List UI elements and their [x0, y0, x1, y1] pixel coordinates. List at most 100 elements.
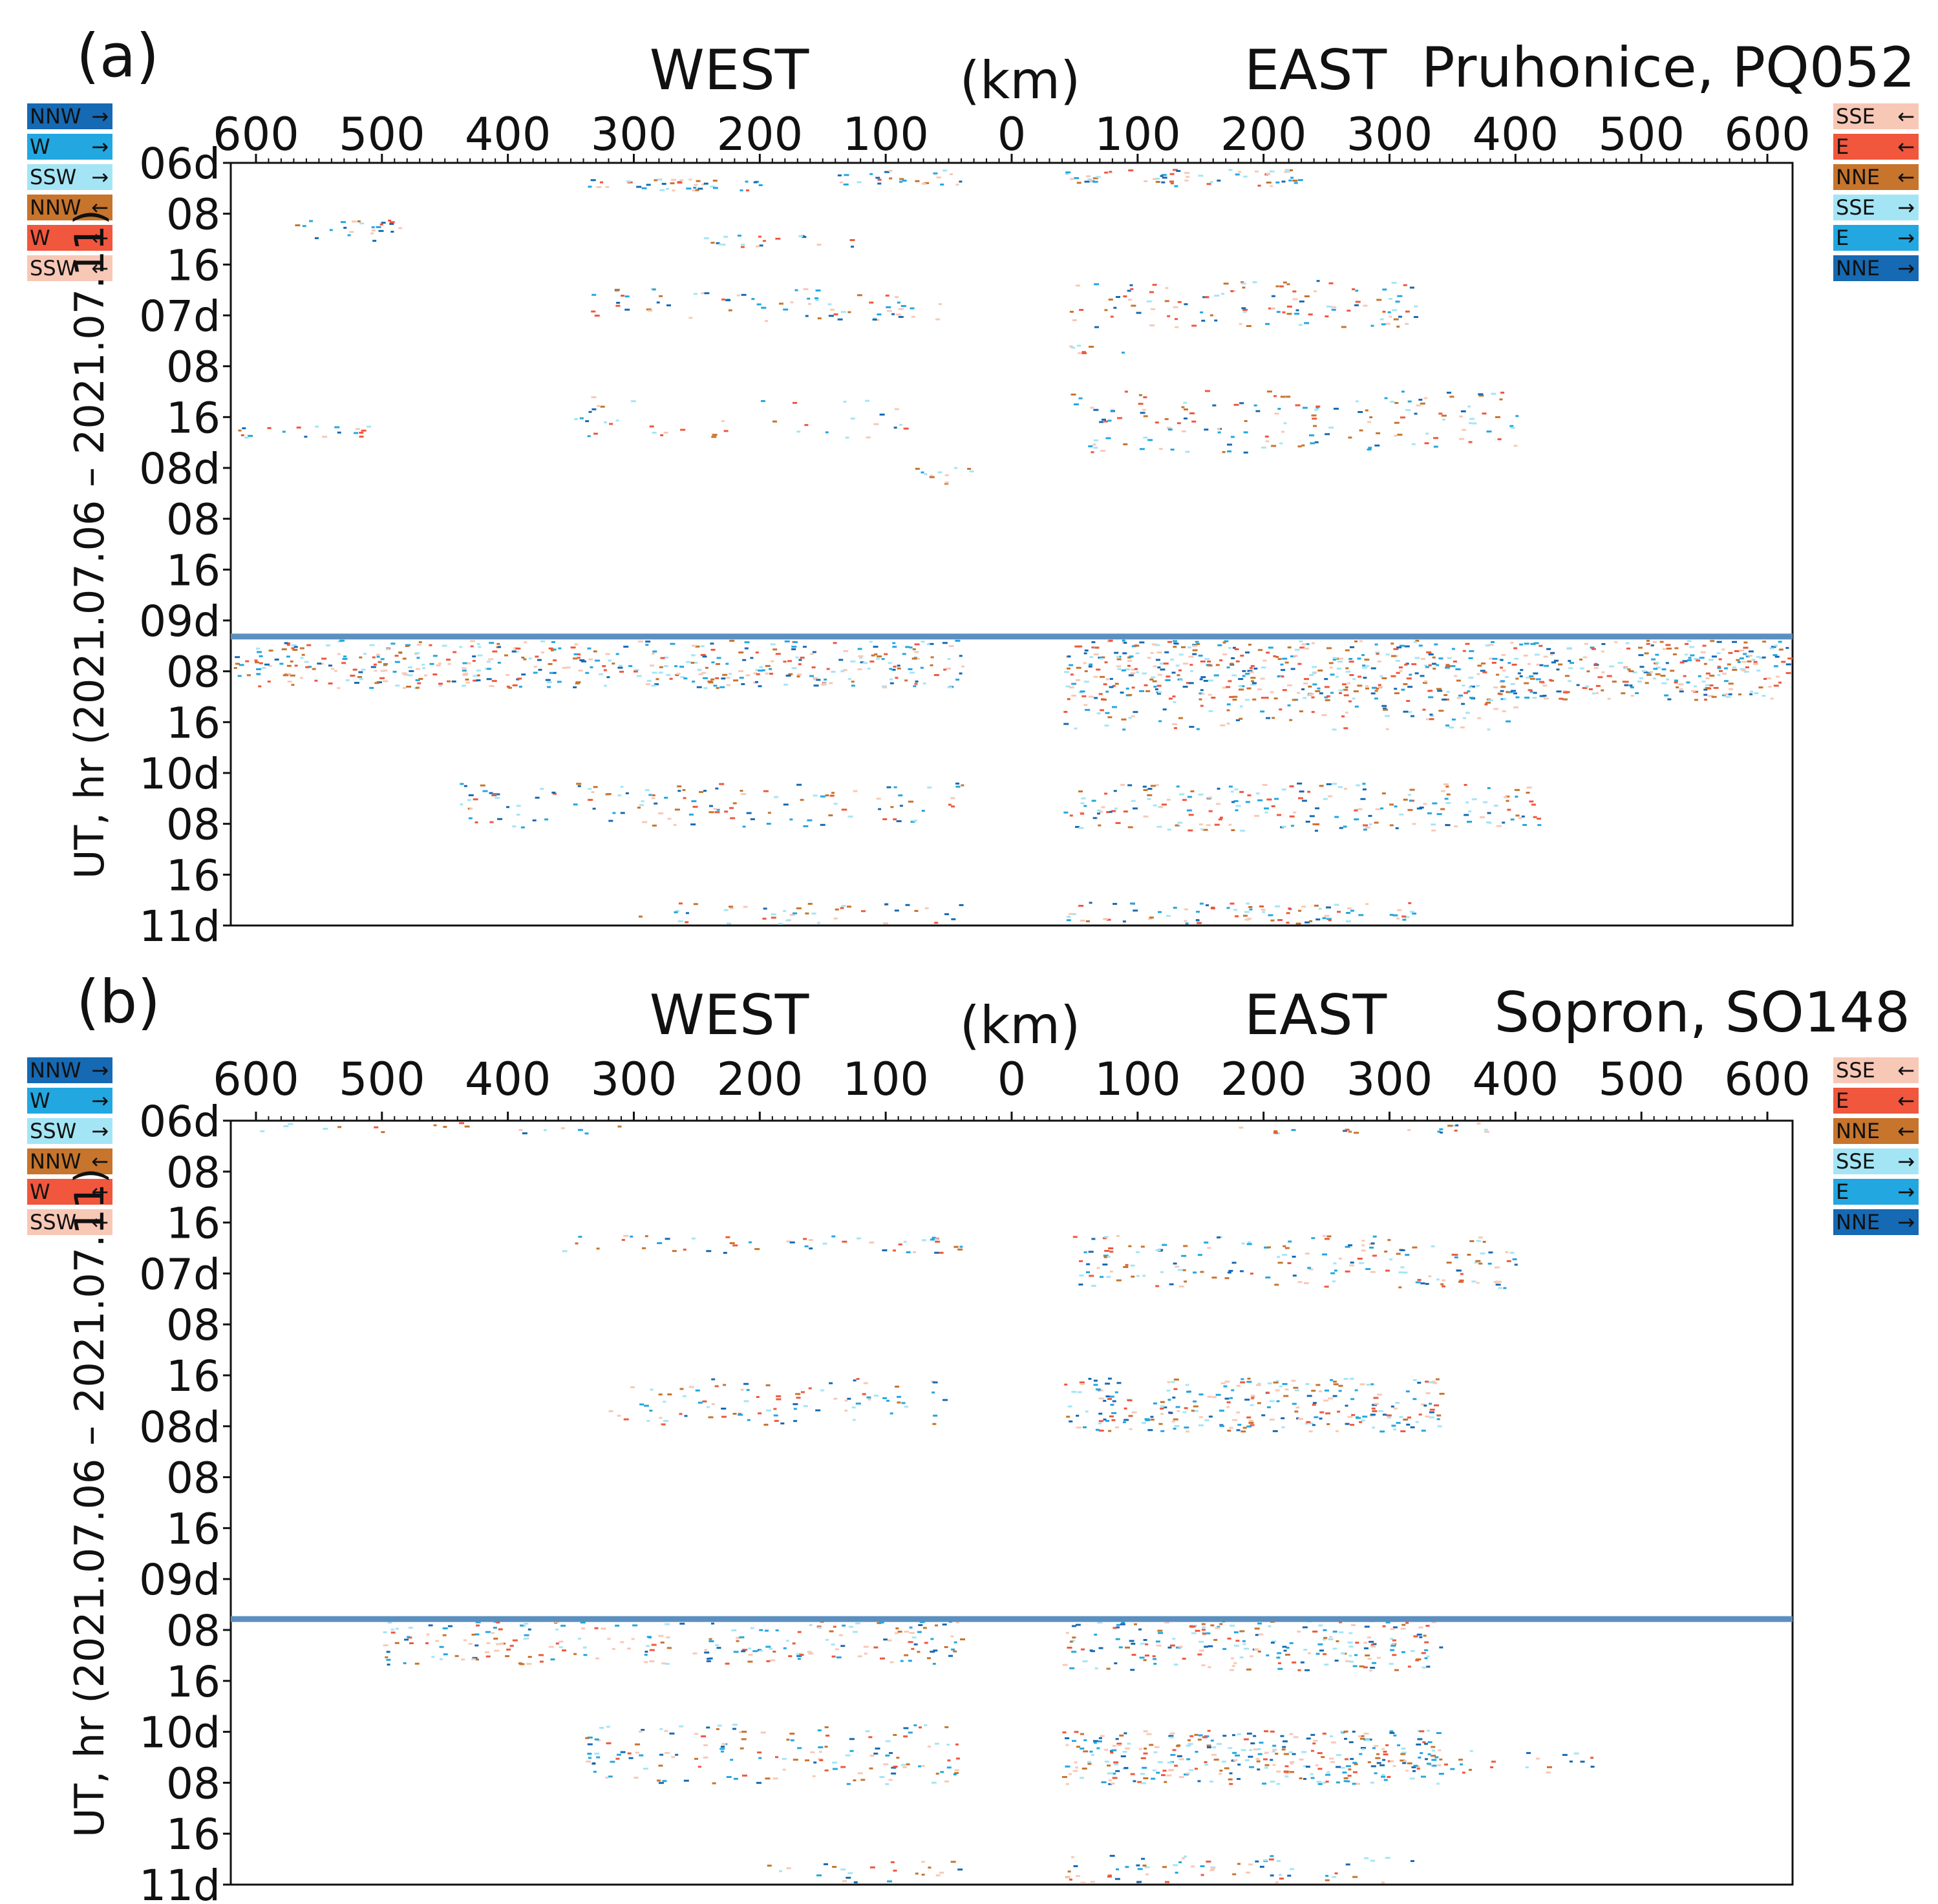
legend-swatch — [1833, 134, 1919, 160]
echo-point — [909, 1626, 913, 1629]
echo-point — [1408, 902, 1412, 904]
legend-label: W — [30, 1088, 50, 1113]
echo-point — [1181, 406, 1185, 408]
echo-point — [394, 655, 399, 657]
echo-point — [1425, 1392, 1431, 1395]
echo-point — [692, 189, 697, 192]
echo-point — [703, 182, 708, 185]
echo-point — [1284, 1775, 1289, 1778]
echo-point — [1314, 1416, 1319, 1419]
echo-point — [1299, 640, 1303, 642]
echo-point — [1091, 1238, 1096, 1240]
echo-point — [1770, 697, 1774, 700]
echo-point — [374, 1126, 379, 1128]
legend-item-west-nnw: NNW → — [27, 103, 112, 129]
echo-point — [666, 1636, 670, 1638]
echo-point — [1402, 1271, 1408, 1274]
echo-point — [886, 786, 891, 788]
echo-point — [267, 681, 271, 683]
echo-point — [864, 1653, 868, 1655]
echo-point — [847, 678, 851, 681]
echo-point — [1147, 439, 1153, 441]
echo-point — [1288, 907, 1292, 910]
echo-point — [1198, 1393, 1204, 1396]
echo-point — [641, 187, 647, 189]
echo-point — [1289, 1642, 1294, 1644]
echo-point — [1317, 670, 1323, 672]
echo-point — [797, 1747, 802, 1750]
echo-point — [1232, 1751, 1237, 1754]
echo-point — [1121, 718, 1127, 721]
echo-point — [1137, 1781, 1142, 1783]
echo-point — [910, 307, 915, 310]
echo-point — [256, 648, 261, 650]
echo-point — [1368, 1739, 1372, 1741]
echo-point — [1352, 678, 1356, 681]
echo-point — [796, 430, 801, 433]
echo-point — [869, 1767, 873, 1770]
echo-point — [750, 818, 755, 821]
echo-point — [1651, 658, 1656, 661]
echo-point — [617, 794, 622, 797]
echo-point — [1259, 1633, 1264, 1636]
echo-point — [1694, 658, 1699, 661]
echo-point — [1233, 1662, 1237, 1664]
echo-point — [1129, 284, 1133, 286]
echo-point — [471, 1658, 476, 1660]
legend-label: NNW — [30, 195, 81, 220]
echo-point — [951, 918, 956, 920]
echo-point — [1222, 686, 1226, 689]
echo-point — [1160, 175, 1164, 177]
echo-point — [658, 1634, 664, 1637]
x-tick-label: 400 — [465, 1053, 551, 1106]
echo-point — [672, 1250, 677, 1253]
echo-point — [899, 805, 903, 807]
echo-point — [1312, 1402, 1317, 1404]
echo-point — [372, 656, 376, 659]
echo-point — [1279, 1878, 1284, 1880]
echo-point — [1519, 675, 1523, 677]
echo-point — [1292, 1753, 1296, 1755]
echo-point — [1392, 914, 1398, 916]
echo-point — [1414, 305, 1418, 308]
echo-point — [1776, 675, 1780, 678]
echo-point — [1112, 684, 1116, 687]
echo-point — [248, 434, 253, 437]
echo-point — [1370, 324, 1374, 327]
echo-point — [1167, 829, 1171, 831]
echo-point — [1458, 1759, 1464, 1761]
echo-point — [928, 642, 934, 645]
echo-point — [1336, 675, 1339, 678]
echo-point — [471, 1633, 476, 1636]
echo-point — [402, 687, 406, 690]
echo-point — [1236, 1384, 1241, 1387]
legend-item-east-e: E ← — [1833, 1088, 1919, 1114]
legend-arrow: → — [1897, 1149, 1915, 1174]
echo-point — [1222, 641, 1226, 644]
echo-point — [1389, 824, 1394, 827]
echo-point — [1763, 677, 1767, 680]
echo-point — [1099, 1389, 1103, 1391]
echo-point — [1256, 1760, 1261, 1762]
echo-point — [1144, 1866, 1150, 1868]
y-tick-label-day: 10d — [139, 749, 220, 799]
echo-point — [1069, 1667, 1075, 1669]
echo-point — [663, 665, 668, 668]
echo-point — [1209, 1781, 1213, 1783]
echo-point — [1494, 1266, 1500, 1269]
echo-point — [1087, 178, 1092, 181]
echo-point — [1191, 420, 1197, 423]
echo-point — [438, 662, 442, 665]
echo-point — [637, 807, 641, 809]
echo-point — [721, 1415, 727, 1418]
echo-point — [739, 677, 744, 679]
echo-point — [1250, 677, 1256, 679]
echo-point — [1260, 710, 1265, 713]
echo-point — [893, 786, 897, 788]
echo-point — [1115, 296, 1120, 299]
echo-point — [1067, 655, 1071, 658]
echo-point — [1264, 807, 1270, 810]
echo-point — [831, 792, 835, 794]
echo-point — [775, 653, 781, 655]
echo-point — [904, 1654, 909, 1656]
